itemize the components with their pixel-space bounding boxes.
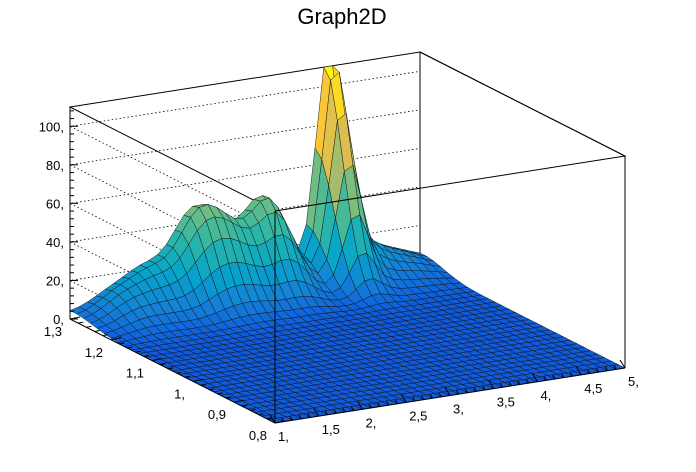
y-minor-tick [242,404,248,407]
y-minor-tick [176,371,182,374]
x-minor-tick [350,406,355,411]
x-minor-tick [560,373,565,378]
x-minor-tick [280,417,285,422]
x-minor-tick [517,380,521,385]
x-tick-label: 4,5 [584,381,602,396]
x-minor-tick [307,413,311,418]
y-major-tick [192,378,204,382]
y-minor-tick [258,413,264,416]
x-minor-tick [569,371,573,377]
y-minor-tick [127,346,133,349]
y-minor-tick [217,392,223,395]
x-tick-label: 3, [453,402,464,417]
y-major-tick [110,337,122,341]
x-minor-tick [543,376,547,381]
x-minor-tick [499,382,503,388]
x-minor-tick [508,381,512,387]
x-minor-tick [342,407,346,413]
x-major-tick [400,394,407,403]
z-tick-label: 40, [46,235,64,250]
y-tick-label: 0,8 [249,428,267,443]
chart-title: Graph2D [297,4,386,29]
x-minor-tick [464,388,468,394]
x-minor-tick [429,393,433,399]
x-major-tick [619,359,626,369]
x-minor-tick [368,403,372,409]
x-tick-label: 3,5 [497,395,515,410]
y-minor-tick [209,388,215,391]
x-major-tick [532,373,538,383]
z-gridline [68,70,421,231]
y-tick-label: 1,3 [44,324,62,339]
x-major-tick [357,400,363,410]
x-minor-tick [587,369,591,374]
y-axis: 0,8 0,9 1, 1,1 1,2 1,3 [44,316,286,443]
x-minor-tick [333,409,337,414]
z-axis: 0, 20, 40, 60, 80, 100, [39,107,78,327]
z-tick-label: 20, [46,273,64,288]
x-major-tick [488,380,495,389]
x-minor-tick [473,387,477,392]
z-tick-label: 80, [46,158,64,173]
y-tick-label: 0,9 [208,407,226,422]
x-major-tick [269,414,276,424]
x-minor-tick [298,414,302,420]
x-minor-tick [438,392,442,398]
z-tick-label: 60, [46,196,64,211]
x-minor-tick [482,385,486,391]
y-minor-tick [119,342,125,345]
x-tick-label: 5, [628,374,639,389]
y-minor-tick [86,325,92,328]
x-minor-tick [394,399,398,405]
x-minor-tick [455,389,460,395]
x-minor-tick [289,415,293,421]
y-tick-label: 1,2 [85,345,103,360]
x-minor-tick [525,378,530,384]
z-tick-label: 100, [39,119,64,134]
x-minor-tick [595,367,600,373]
y-minor-tick [102,334,108,337]
x-minor-tick [385,400,390,406]
y-minor-tick [168,367,174,370]
y-tick-label: 1,1 [126,366,144,381]
y-minor-tick [184,375,190,378]
x-minor-tick [604,366,608,372]
x-minor-tick [324,410,328,416]
front-top-edge [274,51,627,212]
x-minor-tick [420,395,425,400]
x-major-tick [313,407,320,417]
x-tick-label: 2,5 [409,408,427,423]
y-minor-tick [78,321,84,324]
y-minor-tick [160,363,166,366]
x-tick-label: 1, [278,429,289,444]
y-minor-tick [94,329,100,332]
x-minor-tick [613,365,617,370]
x-tick-label: 1,5 [322,422,340,437]
y-major-tick [151,358,163,362]
x-minor-tick [377,402,381,407]
x-major-tick [444,387,451,396]
y-tick-label: 1, [174,386,185,401]
y-minor-tick [201,384,207,387]
y-major-tick [69,316,81,320]
x-tick-label: 4, [541,388,552,403]
surface-plot [69,65,626,424]
y-minor-tick [250,409,256,412]
x-minor-tick [552,374,556,380]
x-axis: 1, 1,5 2, 2,5 3, 3,5 4, 4,5 5, [269,359,639,444]
y-minor-tick [225,396,231,399]
y-minor-tick [143,354,149,357]
y-axis-line [69,318,276,424]
y-minor-tick [135,350,141,353]
x-major-tick [575,366,582,376]
x-minor-tick [412,396,416,402]
x-tick-label: 2, [366,415,377,430]
y-major-tick [233,399,245,403]
z-tick-label: 0, [53,312,64,327]
y-minor-tick [266,417,272,420]
front-frame [274,51,627,423]
